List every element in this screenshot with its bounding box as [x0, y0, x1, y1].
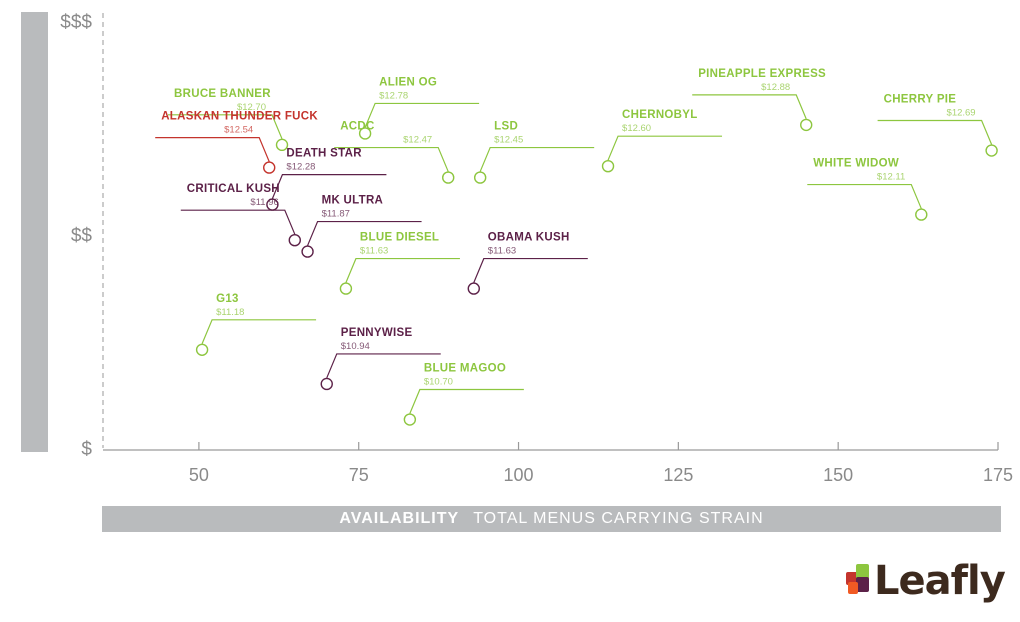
data-point: [985, 144, 998, 157]
leafly-logo: Leafly: [846, 558, 1006, 606]
data-point: [288, 233, 301, 247]
point-name-label: CRITICAL KUSH: [187, 183, 280, 195]
point-price-label: $12.88: [761, 82, 790, 93]
point-leader-line: [201, 319, 317, 345]
point-leader-line: [473, 257, 588, 283]
data-point: [195, 343, 209, 356]
data-point: [915, 208, 928, 221]
data-point: [320, 377, 333, 391]
point-leader-line: [168, 114, 283, 140]
x-tick-label: 75: [349, 465, 369, 485]
point-name-label: ALASKAN THUNDER FUCK: [161, 111, 318, 123]
data-point: [301, 245, 314, 258]
leafly-wordmark: Leafly: [874, 558, 1006, 604]
data-point: [263, 161, 276, 174]
point-price-label: $11.63: [360, 246, 388, 257]
point-leader-line: [479, 146, 595, 172]
point-name-label: ACDC: [340, 121, 374, 133]
point-leader-line: [334, 146, 449, 172]
scatter-chart: 50 75 100 125 150 175$$$$$$BRUCE BANNER$12.70…: [60, 12, 1013, 485]
y-tick-label: $: [81, 439, 92, 460]
data-point: [473, 171, 487, 184]
point-leader-line: [877, 119, 993, 145]
y-tick-label: $$$: [60, 12, 92, 33]
point-leader-line: [807, 183, 922, 209]
x-tick-label: 125: [663, 465, 693, 485]
point-name-label: BRUCE BANNER: [174, 88, 271, 100]
point-name-label: BLUE DIESEL: [360, 232, 439, 244]
point-name-label: PENNYWISE: [341, 327, 413, 339]
point-price-label: $11.18: [216, 307, 244, 318]
x-tick-label: 50: [189, 465, 209, 485]
point-price-label: $12.11: [877, 172, 905, 183]
data-point: [403, 413, 417, 426]
point-price-label: $12.78: [379, 90, 408, 101]
x-axis-title-bar: AVAILABILITY TOTAL MENUS CARRYING STRAIN: [102, 506, 1001, 532]
data-point: [800, 118, 813, 132]
x-axis-title-bold: AVAILABILITY: [339, 510, 460, 527]
data-point: [442, 171, 455, 184]
point-price-label: $10.70: [424, 377, 453, 388]
point-name-label: LSD: [494, 121, 518, 133]
point-price-label: $11.96: [250, 197, 278, 208]
data-point: [275, 138, 289, 152]
point-leader-line: [692, 94, 807, 120]
point-leader-line: [271, 174, 387, 199]
point-leader-line: [607, 135, 723, 161]
point-price-label: $10.94: [341, 341, 370, 352]
point-price-label: $11.63: [488, 246, 516, 257]
point-leader-line: [345, 257, 460, 283]
point-name-label: PINEAPPLE EXPRESS: [698, 68, 826, 80]
point-name-label: MK ULTRA: [322, 195, 384, 207]
point-leader-line: [180, 209, 296, 235]
point-price-label: $12.69: [947, 108, 976, 119]
point-name-label: CHERNOBYL: [622, 109, 698, 121]
leafly-logo-icon: [846, 564, 869, 594]
point-leader-line: [364, 102, 480, 128]
point-leader-line: [326, 353, 441, 379]
point-price-label: $12.45: [494, 135, 523, 146]
y-axis-title-bold: COST: [46, 70, 65, 127]
y-axis-title: COST AVERAGE PRICE PER GRAM: [45, 71, 65, 417]
point-name-label: DEATH STAR: [286, 148, 362, 160]
point-leader-line: [409, 388, 524, 414]
point-name-label: ALIEN OG: [379, 76, 437, 88]
point-name-label: G13: [216, 293, 239, 305]
point-price-label: $12.60: [622, 123, 651, 134]
x-axis-title: AVAILABILITY TOTAL MENUS CARRYING STRAIN: [102, 506, 1001, 532]
point-price-label: $12.47: [403, 135, 432, 146]
data-point: [601, 159, 615, 173]
point-price-label: $12.70: [237, 102, 266, 113]
data-point: [467, 282, 480, 295]
x-tick-label: 100: [504, 465, 534, 485]
point-name-label: WHITE WIDOW: [813, 158, 899, 170]
x-axis-title-light: TOTAL MENUS CARRYING STRAIN: [473, 510, 764, 527]
point-name-label: OBAMA KUSH: [488, 232, 570, 244]
x-tick-label: 175: [983, 465, 1013, 485]
data-point: [339, 282, 353, 295]
point-leader-line: [155, 137, 270, 162]
point-name-label: CHERRY PIE: [884, 94, 957, 106]
point-price-label: $12.28: [286, 162, 315, 173]
point-name-label: BLUE MAGOO: [424, 363, 506, 375]
y-axis-title-light: AVERAGE PRICE PER GRAM: [46, 140, 65, 418]
data-point: [358, 127, 372, 140]
y-axis-title-bar: COST AVERAGE PRICE PER GRAM: [21, 12, 65, 452]
y-tick-label: $$: [71, 226, 93, 247]
point-price-label: $11.87: [322, 209, 350, 220]
point-price-label: $12.54: [224, 125, 253, 136]
point-leader-line: [307, 220, 422, 246]
x-tick-label: 150: [823, 465, 853, 485]
